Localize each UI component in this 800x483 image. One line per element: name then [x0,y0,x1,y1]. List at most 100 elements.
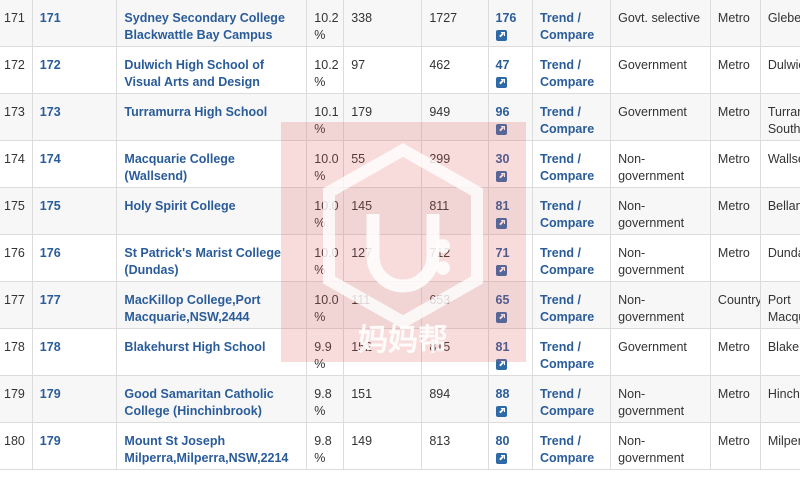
trend-compare-link[interactable]: Trend / Compare [539,199,595,230]
position-link[interactable]: 172 [39,58,61,72]
external-link-icon[interactable] [495,171,507,182]
position-cell[interactable]: 173 [31,93,118,141]
school-name-link[interactable]: Sydney Secondary College Blackwattle Bay… [124,11,285,42]
position-cell[interactable]: 178 [31,328,118,376]
link-count[interactable]: 81 [495,199,510,213]
trend-compare-cell[interactable]: Trend / Compare [531,422,612,470]
position-link[interactable]: 178 [39,340,61,354]
position-cell[interactable]: 179 [31,375,118,423]
sector-cell: Non-government [610,140,711,188]
position-cell[interactable]: 176 [31,234,118,282]
position-link[interactable]: 179 [39,387,61,401]
link-count-cell[interactable]: 81 [487,328,533,376]
link-count[interactable]: 71 [495,246,510,260]
external-link-icon[interactable] [495,359,507,370]
link-count[interactable]: 81 [495,340,510,354]
external-link-icon[interactable] [495,124,507,135]
position-link[interactable]: 171 [39,11,61,25]
external-link-icon[interactable] [495,218,507,229]
count-cell-b: 1727 [421,0,489,47]
link-count-cell[interactable]: 176 [487,0,533,47]
link-count-cell[interactable]: 65 [487,281,533,329]
position-link[interactable]: 176 [39,246,61,260]
school-cell[interactable]: MacKillop College,Port Macquarie,NSW,244… [116,281,308,329]
percentage-cell: 9.9 % [306,328,345,376]
link-count-cell[interactable]: 71 [487,234,533,282]
school-cell[interactable]: Sydney Secondary College Blackwattle Bay… [116,0,308,47]
link-count[interactable]: 96 [495,105,510,119]
trend-compare-cell[interactable]: Trend / Compare [531,187,612,235]
position-link[interactable]: 177 [39,293,61,307]
trend-compare-link[interactable]: Trend / Compare [539,387,595,418]
trend-compare-link[interactable]: Trend / Compare [539,434,595,465]
trend-compare-cell[interactable]: Trend / Compare [531,281,612,329]
link-count[interactable]: 88 [495,387,510,401]
trend-compare-link[interactable]: Trend / Compare [539,246,595,277]
link-count-cell[interactable]: 96 [487,93,533,141]
link-count-cell[interactable]: 47 [487,46,533,94]
school-name-link[interactable]: Holy Spirit College [124,199,236,213]
external-link-icon[interactable] [495,77,507,88]
position-link[interactable]: 173 [39,105,61,119]
trend-compare-cell[interactable]: Trend / Compare [531,234,612,282]
school-cell[interactable]: St Patrick's Marist College (Dundas) [116,234,308,282]
school-cell[interactable]: Macquarie College (Wallsend) [116,140,308,188]
school-name-link[interactable]: Mount St Joseph Milperra,Milperra,NSW,22… [124,434,289,465]
school-name-link[interactable]: Good Samaritan Catholic College (Hinchin… [124,387,274,418]
trend-compare-link[interactable]: Trend / Compare [539,58,595,89]
external-link-icon[interactable] [495,453,507,464]
rank-cell: 180 [0,422,33,470]
position-cell[interactable]: 177 [31,281,118,329]
percentage-cell: 10.0 % [306,281,345,329]
external-link-icon[interactable] [495,312,507,323]
school-cell[interactable]: Blakehurst High School [116,328,308,376]
trend-compare-cell[interactable]: Trend / Compare [531,93,612,141]
link-count[interactable]: 30 [495,152,510,166]
trend-compare-link[interactable]: Trend / Compare [539,293,595,324]
school-cell[interactable]: Holy Spirit College [116,187,308,235]
school-cell[interactable]: Mount St Joseph Milperra,Milperra,NSW,22… [116,422,308,470]
school-name-link[interactable]: Macquarie College (Wallsend) [124,152,235,183]
link-count-cell[interactable]: 88 [487,375,533,423]
link-count[interactable]: 47 [495,58,510,72]
position-link[interactable]: 175 [39,199,61,213]
external-link-icon[interactable] [495,265,507,276]
link-count-cell[interactable]: 80 [487,422,533,470]
school-name-link[interactable]: Turramurra High School [124,105,268,119]
trend-compare-link[interactable]: Trend / Compare [539,340,595,371]
school-cell[interactable]: Turramurra High School [116,93,308,141]
link-count-cell[interactable]: 81 [487,187,533,235]
position-cell[interactable]: 175 [31,187,118,235]
school-name-link[interactable]: Dulwich High School of Visual Arts and D… [124,58,264,89]
position-cell[interactable]: 174 [31,140,118,188]
link-count-cell[interactable]: 30 [487,140,533,188]
position-cell[interactable]: 172 [31,46,118,94]
trend-compare-cell[interactable]: Trend / Compare [531,375,612,423]
position-cell[interactable]: 171 [31,0,118,47]
school-name-link[interactable]: St Patrick's Marist College (Dundas) [124,246,281,277]
suburb-cell: Milper [759,422,800,470]
trend-compare-cell[interactable]: Trend / Compare [531,140,612,188]
link-count[interactable]: 176 [495,11,517,25]
rank-cell: 175 [0,187,33,235]
trend-compare-cell[interactable]: Trend / Compare [531,0,612,47]
trend-compare-cell[interactable]: Trend / Compare [531,46,612,94]
external-link-icon[interactable] [495,30,507,41]
trend-compare-link[interactable]: Trend / Compare [539,152,595,183]
trend-compare-cell[interactable]: Trend / Compare [531,328,612,376]
table-row: 177 177 MacKillop College,Port Macquarie… [0,281,800,329]
external-link-icon[interactable] [495,406,507,417]
position-link[interactable]: 179 [39,434,61,448]
sector-cell: Non-government [610,281,711,329]
link-count[interactable]: 80 [495,434,510,448]
trend-compare-link[interactable]: Trend / Compare [539,105,595,136]
school-name-link[interactable]: Blakehurst High School [124,340,266,354]
school-cell[interactable]: Good Samaritan Catholic College (Hinchin… [116,375,308,423]
rank-cell: 179 [0,375,33,423]
trend-compare-link[interactable]: Trend / Compare [539,11,595,42]
position-link[interactable]: 174 [39,152,61,166]
school-name-link[interactable]: MacKillop College,Port Macquarie,NSW,244… [124,293,261,324]
school-cell[interactable]: Dulwich High School of Visual Arts and D… [116,46,308,94]
link-count[interactable]: 65 [495,293,510,307]
position-cell[interactable]: 179 [31,422,118,470]
